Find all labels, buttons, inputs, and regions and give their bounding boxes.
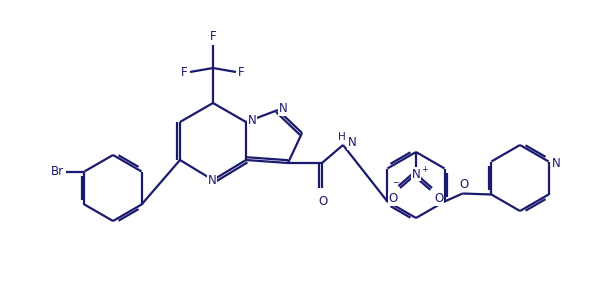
Text: F: F	[238, 67, 245, 79]
Text: N: N	[412, 168, 421, 180]
Text: Br: Br	[52, 165, 64, 178]
Text: N: N	[552, 157, 560, 170]
Text: F: F	[181, 67, 188, 79]
Text: O: O	[319, 195, 328, 208]
Text: N: N	[248, 113, 257, 127]
Text: O: O	[388, 192, 398, 205]
Text: +: +	[421, 166, 428, 175]
Text: O: O	[434, 192, 443, 205]
Text: O: O	[459, 178, 468, 191]
Text: N: N	[348, 136, 357, 150]
Text: N: N	[279, 102, 288, 116]
Text: F: F	[209, 30, 216, 43]
Text: −: −	[393, 178, 399, 187]
Text: H: H	[338, 132, 346, 142]
Text: N: N	[208, 175, 216, 187]
